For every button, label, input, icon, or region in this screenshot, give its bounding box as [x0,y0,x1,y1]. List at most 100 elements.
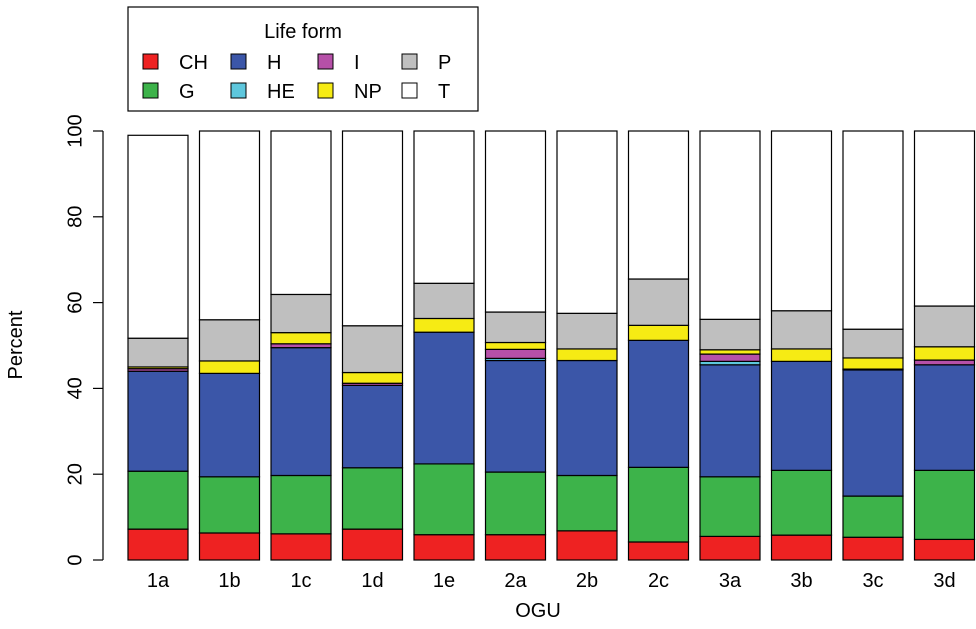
bar-segment-1c-H [270,347,332,477]
bar-segment-1d-CH [341,528,404,561]
bar-segment-1d-G [341,467,404,530]
bar-segment-2a-G [484,471,547,536]
bar-segment-3c-T [842,130,904,330]
y-tick-label: 40 [64,377,86,399]
x-tick-label: 2a [504,570,527,592]
legend-label-HE: HE [267,81,295,103]
bar-segment-2a-T [484,130,547,313]
bar-segment-1d-H [341,384,404,469]
bar-segment-3d-NP [913,346,976,361]
bars-group [127,130,976,561]
legend-swatch-HE [230,82,247,99]
bar-segment-2c-H [627,339,690,468]
bar-segment-2c-NP [627,324,690,341]
legend-label-T: T [438,81,450,103]
bar-segment-1e-H [413,331,475,465]
bar-segment-2c-T [627,130,690,280]
legend-title: Life form [264,21,342,43]
legend-swatch-I [317,53,334,70]
bar-segment-1a-G [127,470,189,530]
x-tick-label: 1a [147,570,170,592]
x-axis-label: OGU [515,600,561,622]
bar-segment-3d-P [913,305,976,348]
x-tick-label: 1e [433,570,455,592]
bar-segment-2b-G [556,474,618,532]
bar-segment-1b-CH [198,532,261,561]
bar-segment-3a-G [699,476,761,538]
bar-segment-2a-H [484,359,547,473]
bar-segment-1a-P [127,337,189,368]
bar-segment-2a-CH [484,534,547,561]
bar-segment-3c-NP [842,357,904,370]
y-tick-label: 60 [64,291,86,313]
legend-label-I: I [354,52,360,74]
bar-segment-3d-CH [913,538,976,561]
bar-segment-2a-I [484,348,547,359]
bar-segment-2b-CH [556,530,618,561]
bar-segment-3d-G [913,469,976,541]
bar-segment-2a-P [484,311,547,344]
y-axis: 0 20 40 60 80 100 [64,114,104,566]
bar-segment-1e-P [413,282,475,320]
bar-segment-3a-CH [699,535,761,561]
bar-segment-1b-P [198,319,261,362]
y-tick-label: 0 [64,554,86,565]
x-tick-label: 1b [218,570,240,592]
bar-segment-3d-I [913,359,976,366]
bar-segment-1b-T [198,130,261,321]
legend-swatch-P [401,53,418,70]
bar-segment-3a-T [699,130,761,320]
legend-label-H: H [267,52,281,74]
bar-segment-1a-CH [127,528,189,561]
bar-segment-2b-H [556,359,618,477]
bar-segment-3c-G [842,495,904,538]
bar-segment-1e-CH [413,534,475,561]
bar-segment-1e-NP [413,317,475,333]
bar-segment-3c-H [842,369,904,497]
bar-segment-1d-NP [341,371,404,384]
bar-segment-2a-NP [484,341,547,350]
legend-swatch-CH [142,53,159,70]
x-tick-label: 3b [790,570,812,592]
bar-segment-3b-T [770,130,833,312]
x-tick-label: 3a [719,570,742,592]
bar-segment-3a-P [699,318,761,351]
x-tick-label: 2b [576,570,598,592]
bar-segment-1c-P [270,293,332,334]
bar-segment-1e-T [413,130,475,284]
bar-segment-1b-NP [198,360,261,374]
y-tick-label: 80 [64,206,86,228]
bar-segment-1c-T [270,130,332,296]
bar-segment-1e-G [413,463,475,536]
legend-box [127,6,479,112]
bar-segment-1b-H [198,372,261,478]
legend-swatch-G [142,82,159,99]
bar-segment-1d-P [341,325,404,374]
bar-segment-3a-NP [699,349,761,355]
bar-segment-3a-H [699,364,761,478]
legend-swatch-H [230,53,247,70]
bar-segment-2b-P [556,312,618,350]
bar-segment-2b-NP [556,348,618,362]
bar-segment-3c-P [842,328,904,359]
bar-segment-1a-T [127,134,189,339]
legend-swatch-T [401,82,418,99]
bar-segment-1c-CH [270,533,332,561]
bar-segment-1d-T [341,130,404,327]
bar-segment-3b-P [770,310,833,350]
y-tick-label: 20 [64,463,86,485]
bar-segment-3a-I [699,353,761,362]
legend-items: CH H I P G HE NP T [142,52,451,103]
x-tick-label: 3c [862,570,883,592]
bar-segment-1c-NP [270,332,332,345]
bar-segment-3d-H [913,364,976,471]
bar-segment-2c-CH [627,541,690,561]
x-tick-label: 1d [361,570,383,592]
legend-label-NP: NP [354,81,382,103]
bar-segment-1c-G [270,474,332,535]
y-axis-label: Percent [5,310,27,379]
bar-segment-3b-G [770,469,833,536]
x-axis: 1a 1b 1c 1d 1e 2a 2b 2c 3a 3b 3c 3d [147,570,956,592]
legend-label-CH: CH [179,52,208,74]
